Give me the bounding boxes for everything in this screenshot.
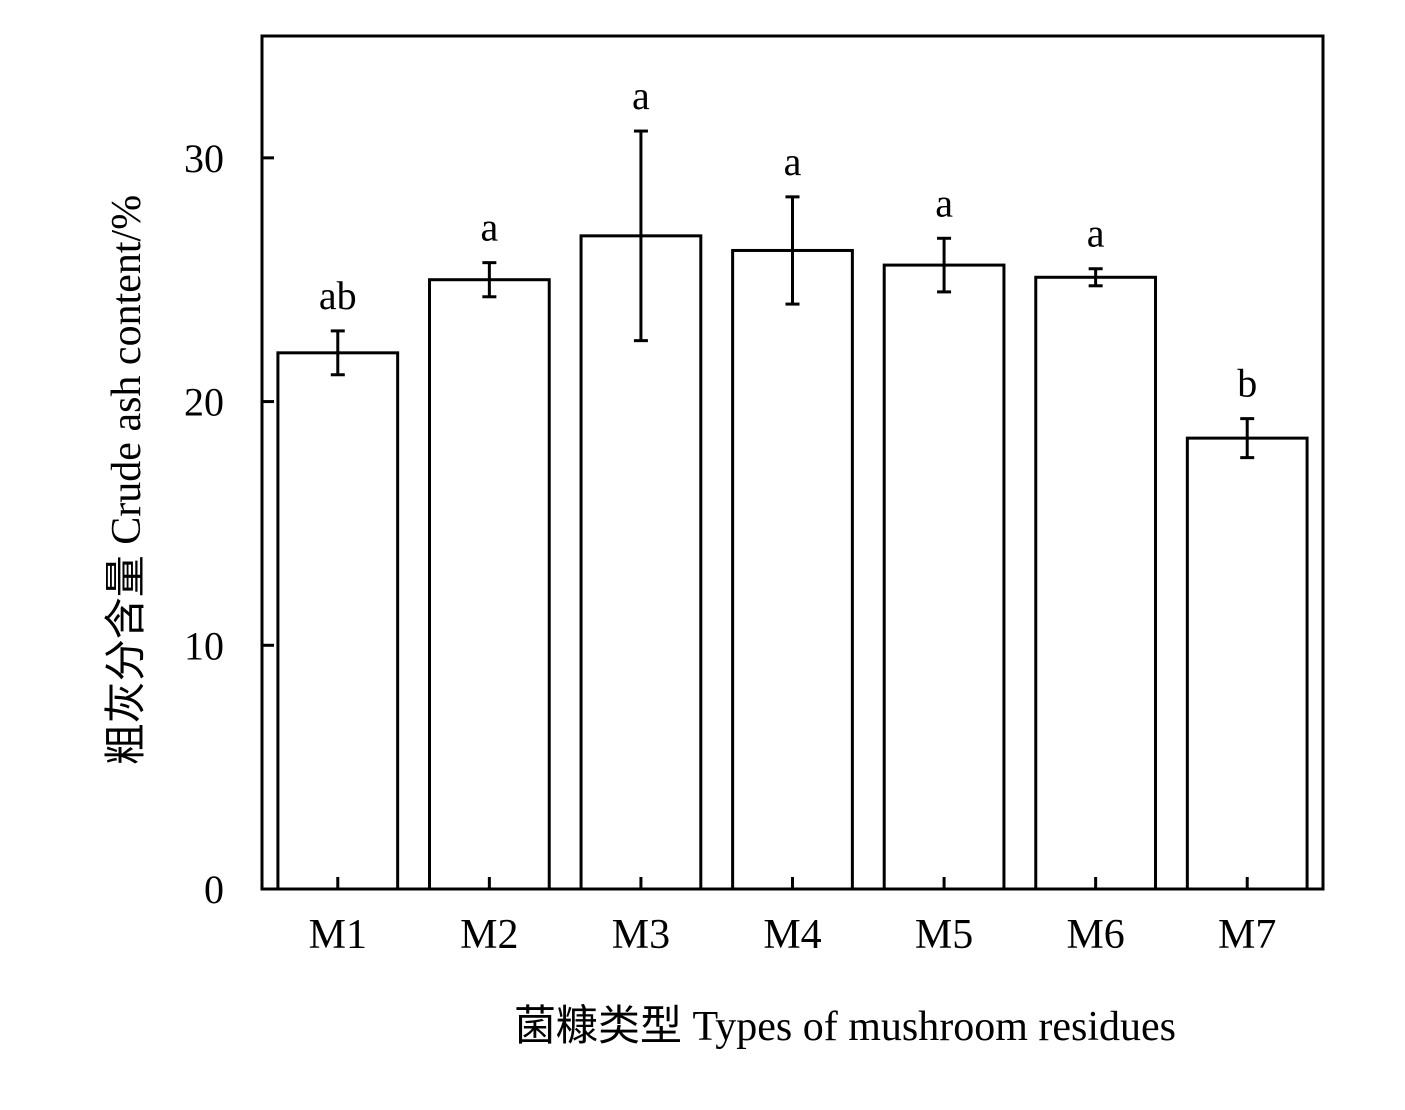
x-tick-label-m7: M7 <box>1218 912 1276 958</box>
error-bar-m5 <box>937 236 952 294</box>
significance-label-m3: a <box>632 73 650 118</box>
error-bars-group <box>330 129 1255 460</box>
significance-label-m5: a <box>935 180 953 225</box>
bar-m6 <box>1034 275 1158 891</box>
bar-m4 <box>731 248 854 891</box>
x-tick-label-m1: M1 <box>309 912 367 958</box>
y-axis-label: 粗灰分含量 Crude ash content/% <box>104 195 150 765</box>
y-tick-label: 30 <box>184 136 224 181</box>
x-axis-ticks: M1 M2 M3 M4 M5 M6 M7 <box>309 877 1276 958</box>
error-bar-m2 <box>482 261 497 299</box>
significance-label-m1: ab <box>319 273 357 318</box>
x-axis-label: 菌糠类型 Types of mushroom residues <box>514 1003 1176 1050</box>
x-tick-label-m2: M2 <box>460 912 518 958</box>
x-tick-label-m4: M4 <box>763 912 821 958</box>
error-bar-m3 <box>633 129 648 343</box>
bar-m2 <box>427 278 551 891</box>
bar-m1 <box>276 351 400 891</box>
significance-label-m6: a <box>1087 211 1105 256</box>
x-tick-label-m3: M3 <box>612 912 670 958</box>
error-bar-m4 <box>785 195 800 306</box>
error-bar-m6 <box>1088 267 1103 288</box>
significance-label-m2: a <box>480 205 498 250</box>
y-tick-label: 20 <box>184 380 224 425</box>
error-bar-m7 <box>1240 417 1255 460</box>
y-axis-ticks: 0 10 20 30 <box>184 136 274 912</box>
bars-group <box>276 234 1309 891</box>
significance-label-m4: a <box>784 139 802 184</box>
error-bar-m1 <box>330 329 345 377</box>
x-tick-label-m6: M6 <box>1066 912 1124 958</box>
bar-m5 <box>882 263 1006 891</box>
significance-label-m7: b <box>1237 361 1257 406</box>
y-tick-label: 10 <box>184 623 224 668</box>
x-tick-label-m5: M5 <box>915 912 973 958</box>
y-tick-label: 0 <box>204 867 224 912</box>
bar-m7 <box>1185 436 1309 891</box>
